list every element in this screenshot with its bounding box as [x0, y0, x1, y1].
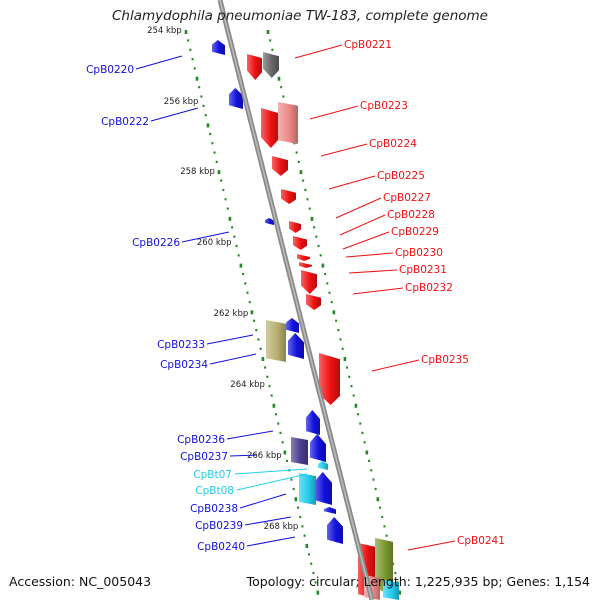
gene-feature-reverse: [229, 88, 243, 109]
leader-line: [335, 197, 382, 219]
gene-feature-forward: [297, 254, 310, 261]
gene-feature-reverse: [288, 333, 304, 359]
ruler-label: 256 kbp: [164, 97, 199, 107]
accession-label: Accession: NC_005043: [9, 574, 152, 589]
leader-line: [239, 493, 287, 509]
gene-label: CpB0230: [395, 247, 443, 259]
gene-feature-trna: [383, 580, 399, 600]
gene-feature-forward: [247, 54, 262, 80]
leader-line: [209, 353, 257, 365]
leader-line: [407, 540, 456, 551]
ruler-label: 268 kbp: [264, 522, 299, 532]
gene-labels: CpB0220 CpB0222 CpB0226 CpB0233 CpB0234 CpB02…: [86, 39, 505, 553]
leader-line: [135, 55, 183, 70]
gene-feature-forward: [301, 270, 317, 294]
leader-line: [229, 454, 258, 457]
gene-label: CpB0236: [177, 434, 225, 446]
gene-label: CpB0240: [197, 541, 245, 553]
gene-feature-reverse: [265, 218, 274, 225]
gene-label: CpB0234: [160, 359, 208, 371]
leader-line: [345, 252, 394, 258]
leader-line: [342, 231, 390, 250]
gene-label: CpB0239: [195, 520, 243, 532]
leader-line: [352, 287, 404, 295]
gene-label: CpB0229: [391, 226, 439, 238]
gene-feature-trna: [318, 461, 328, 470]
map-title: Chlamydophila pneumoniae TW-183, complet…: [111, 8, 488, 24]
gene-feature-forward: [299, 262, 312, 268]
ruler-ticks: [184, 30, 402, 595]
leader-line: [309, 105, 359, 120]
gene-feature-darkblue: [291, 437, 308, 465]
ruler-label: 266 kbp: [247, 451, 282, 461]
ruler-label: 262 kbp: [214, 309, 249, 319]
gene-feature-pink: [278, 102, 298, 144]
gene-feature-forward: [293, 236, 307, 250]
ruler-label: 254 kbp: [147, 26, 182, 36]
ruler-labels: 254 kbp 256 kbp 258 kbp 260 kbp 262 kbp 264 k…: [147, 26, 298, 532]
gene-feature-trna: [299, 473, 316, 505]
gene-label: CpB0224: [369, 138, 417, 150]
backbone-highlight: [219, 0, 373, 600]
gene-feature-forward: [319, 353, 340, 405]
leader-line: [320, 143, 368, 157]
leader-line: [206, 334, 254, 345]
gene-feature-reverse: [327, 517, 343, 544]
leader-line: [181, 231, 230, 243]
ruler-label: 264 kbp: [230, 380, 265, 390]
ruler-label: 260 kbp: [197, 238, 232, 248]
gene-feature-forward: [306, 294, 321, 310]
gene-label: CpB0228: [387, 209, 435, 221]
gene-feature-reverse: [315, 472, 332, 505]
gene-label: CpB0223: [360, 100, 408, 112]
gene-label: CpB0232: [405, 282, 453, 294]
gene-label: CpB0222: [101, 116, 149, 128]
gene-feature-reverse: [310, 434, 326, 462]
gene-feature-forward: [281, 189, 296, 204]
gene-label: CpBt07: [193, 469, 232, 481]
gene-feature-reverse: [212, 40, 225, 55]
leader-line: [236, 473, 308, 491]
leader-line: [234, 468, 308, 475]
gene-feature-khaki: [266, 320, 286, 362]
gene-label: CpB0221: [344, 39, 392, 51]
gene-label: CpB0241: [457, 535, 505, 547]
gene-feature-forward: [289, 221, 301, 233]
leader-line: [244, 516, 292, 526]
leader-line: [348, 269, 398, 274]
gene-label: CpB0226: [132, 237, 180, 249]
gene-label: CpB0220: [86, 64, 134, 76]
gene-label: CpB0238: [190, 503, 238, 515]
leader-line: [246, 536, 296, 547]
gene-label: CpB0235: [421, 354, 469, 366]
leader-line: [150, 107, 199, 122]
label-leader-lines: [135, 44, 456, 551]
gene-feature-reverse: [306, 410, 320, 435]
leader-line: [294, 44, 343, 59]
feature-blocks: [212, 40, 399, 600]
gene-feature-reverse: [324, 507, 336, 514]
gene-label: CpBt08: [195, 485, 234, 497]
gene-label: CpB0227: [383, 192, 431, 204]
gene-label: CpB0225: [377, 170, 425, 182]
leader-line: [339, 214, 386, 236]
gene-feature-forward: [261, 108, 279, 148]
gene-label: CpB0237: [180, 451, 228, 463]
ruler-label: 258 kbp: [180, 167, 215, 177]
leader-line: [226, 430, 274, 440]
gene-label: CpB0231: [399, 264, 447, 276]
gene-feature-forward: [272, 156, 288, 176]
genome-info: Topology: circular; Length: 1,225,935 bp…: [246, 574, 590, 589]
gene-label: CpB0233: [157, 339, 205, 351]
gene-feature-reverse: [286, 318, 299, 333]
gene-feature-gray: [263, 52, 279, 78]
genome-backbone: [217, 0, 375, 600]
leader-line: [328, 175, 376, 190]
leader-line: [371, 359, 420, 372]
